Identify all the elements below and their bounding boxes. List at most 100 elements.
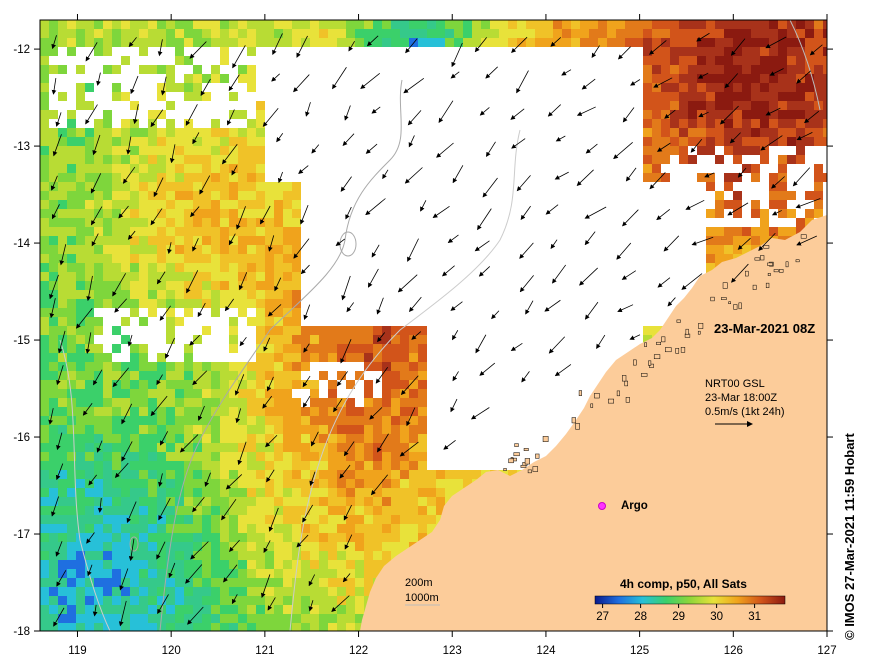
sst-cell <box>292 470 301 479</box>
sst-cell <box>202 137 211 146</box>
sst-cell <box>409 398 418 407</box>
sst-cell <box>562 29 571 38</box>
colorbar-tick-label: 30 <box>710 611 723 623</box>
sst-cell <box>256 578 265 587</box>
sst-cell <box>679 65 688 74</box>
sst-cell <box>301 407 310 416</box>
sst-cell <box>409 20 418 29</box>
sst-cell <box>184 74 193 83</box>
sst-cell <box>445 20 454 29</box>
sst-cell <box>58 497 67 506</box>
sst-cell <box>418 506 427 515</box>
sst-cell <box>643 101 652 110</box>
sst-cell <box>76 344 85 353</box>
sst-cell <box>112 470 121 479</box>
sst-cell <box>85 380 94 389</box>
sst-cell <box>184 587 193 596</box>
island <box>661 336 666 343</box>
sst-cell <box>67 245 76 254</box>
sst-cell <box>418 524 427 533</box>
sst-cell <box>202 542 211 551</box>
sst-cell <box>103 515 112 524</box>
sst-cell <box>139 65 148 74</box>
sst-cell <box>679 119 688 128</box>
sst-cell <box>166 560 175 569</box>
sst-cell <box>418 29 427 38</box>
sst-cell <box>94 470 103 479</box>
sst-cell <box>292 407 301 416</box>
sst-cell <box>787 65 796 74</box>
sst-cell <box>760 209 769 218</box>
sst-cell <box>175 578 184 587</box>
sst-cell <box>751 137 760 146</box>
sst-cell <box>760 20 769 29</box>
sst-cell <box>796 92 805 101</box>
sst-cell <box>40 425 49 434</box>
sst-cell <box>481 29 490 38</box>
sst-cell <box>166 218 175 227</box>
sst-cell <box>112 128 121 137</box>
sst-cell <box>148 38 157 47</box>
sst-cell <box>409 506 418 515</box>
sst-cell <box>292 218 301 227</box>
current-arrow <box>189 334 200 346</box>
sst-cell <box>229 461 238 470</box>
sst-cell <box>481 20 490 29</box>
sst-cell <box>211 542 220 551</box>
sst-cell <box>58 452 67 461</box>
sst-cell <box>274 254 283 263</box>
sst-cell <box>265 236 274 245</box>
sst-cell <box>292 227 301 236</box>
sst-cell <box>265 569 274 578</box>
sst-cell <box>346 623 355 631</box>
sst-cell <box>94 614 103 623</box>
sst-cell <box>751 20 760 29</box>
current-arrow <box>704 172 715 178</box>
sst-cell <box>40 227 49 236</box>
sst-cell <box>733 236 742 245</box>
current-arrow <box>342 133 355 146</box>
current-arrow <box>548 336 566 354</box>
sst-cell <box>58 614 67 623</box>
sst-cell <box>85 398 94 407</box>
sst-cell <box>355 479 364 488</box>
sst-cell <box>166 488 175 497</box>
sst-cell <box>157 146 166 155</box>
sst-cell <box>787 38 796 47</box>
sst-cell <box>229 380 238 389</box>
sst-cell <box>157 506 166 515</box>
sst-cell <box>157 362 166 371</box>
sst-cell <box>229 344 238 353</box>
current-arrow <box>765 36 787 49</box>
sst-cell <box>85 227 94 236</box>
current-arrow <box>450 301 463 311</box>
sst-cell <box>580 29 589 38</box>
current-arrow <box>112 367 129 388</box>
sst-cell <box>634 29 643 38</box>
sst-cell <box>130 452 139 461</box>
sst-cell <box>265 254 274 263</box>
sst-cell <box>265 200 274 209</box>
sst-cell <box>202 20 211 29</box>
sst-cell <box>40 146 49 155</box>
colorbar-tick-label: 29 <box>672 611 685 623</box>
current-arrow <box>724 73 739 89</box>
current-arrow <box>345 206 352 220</box>
sst-cell <box>211 20 220 29</box>
current-arrow <box>544 299 561 312</box>
lon-tick-label: 120 <box>162 645 181 657</box>
sst-cell <box>337 596 346 605</box>
sst-cell <box>76 209 85 218</box>
sst-cell <box>121 614 130 623</box>
sst-cell <box>175 137 184 146</box>
sst-cell <box>148 533 157 542</box>
sst-cell <box>310 326 319 335</box>
sst-cell <box>274 542 283 551</box>
sst-cell <box>247 83 256 92</box>
sst-cell <box>40 542 49 551</box>
sst-cell <box>184 614 193 623</box>
sst-cell <box>94 254 103 263</box>
sst-cell <box>94 443 103 452</box>
sst-cell <box>121 623 130 631</box>
sst-cell <box>112 380 121 389</box>
